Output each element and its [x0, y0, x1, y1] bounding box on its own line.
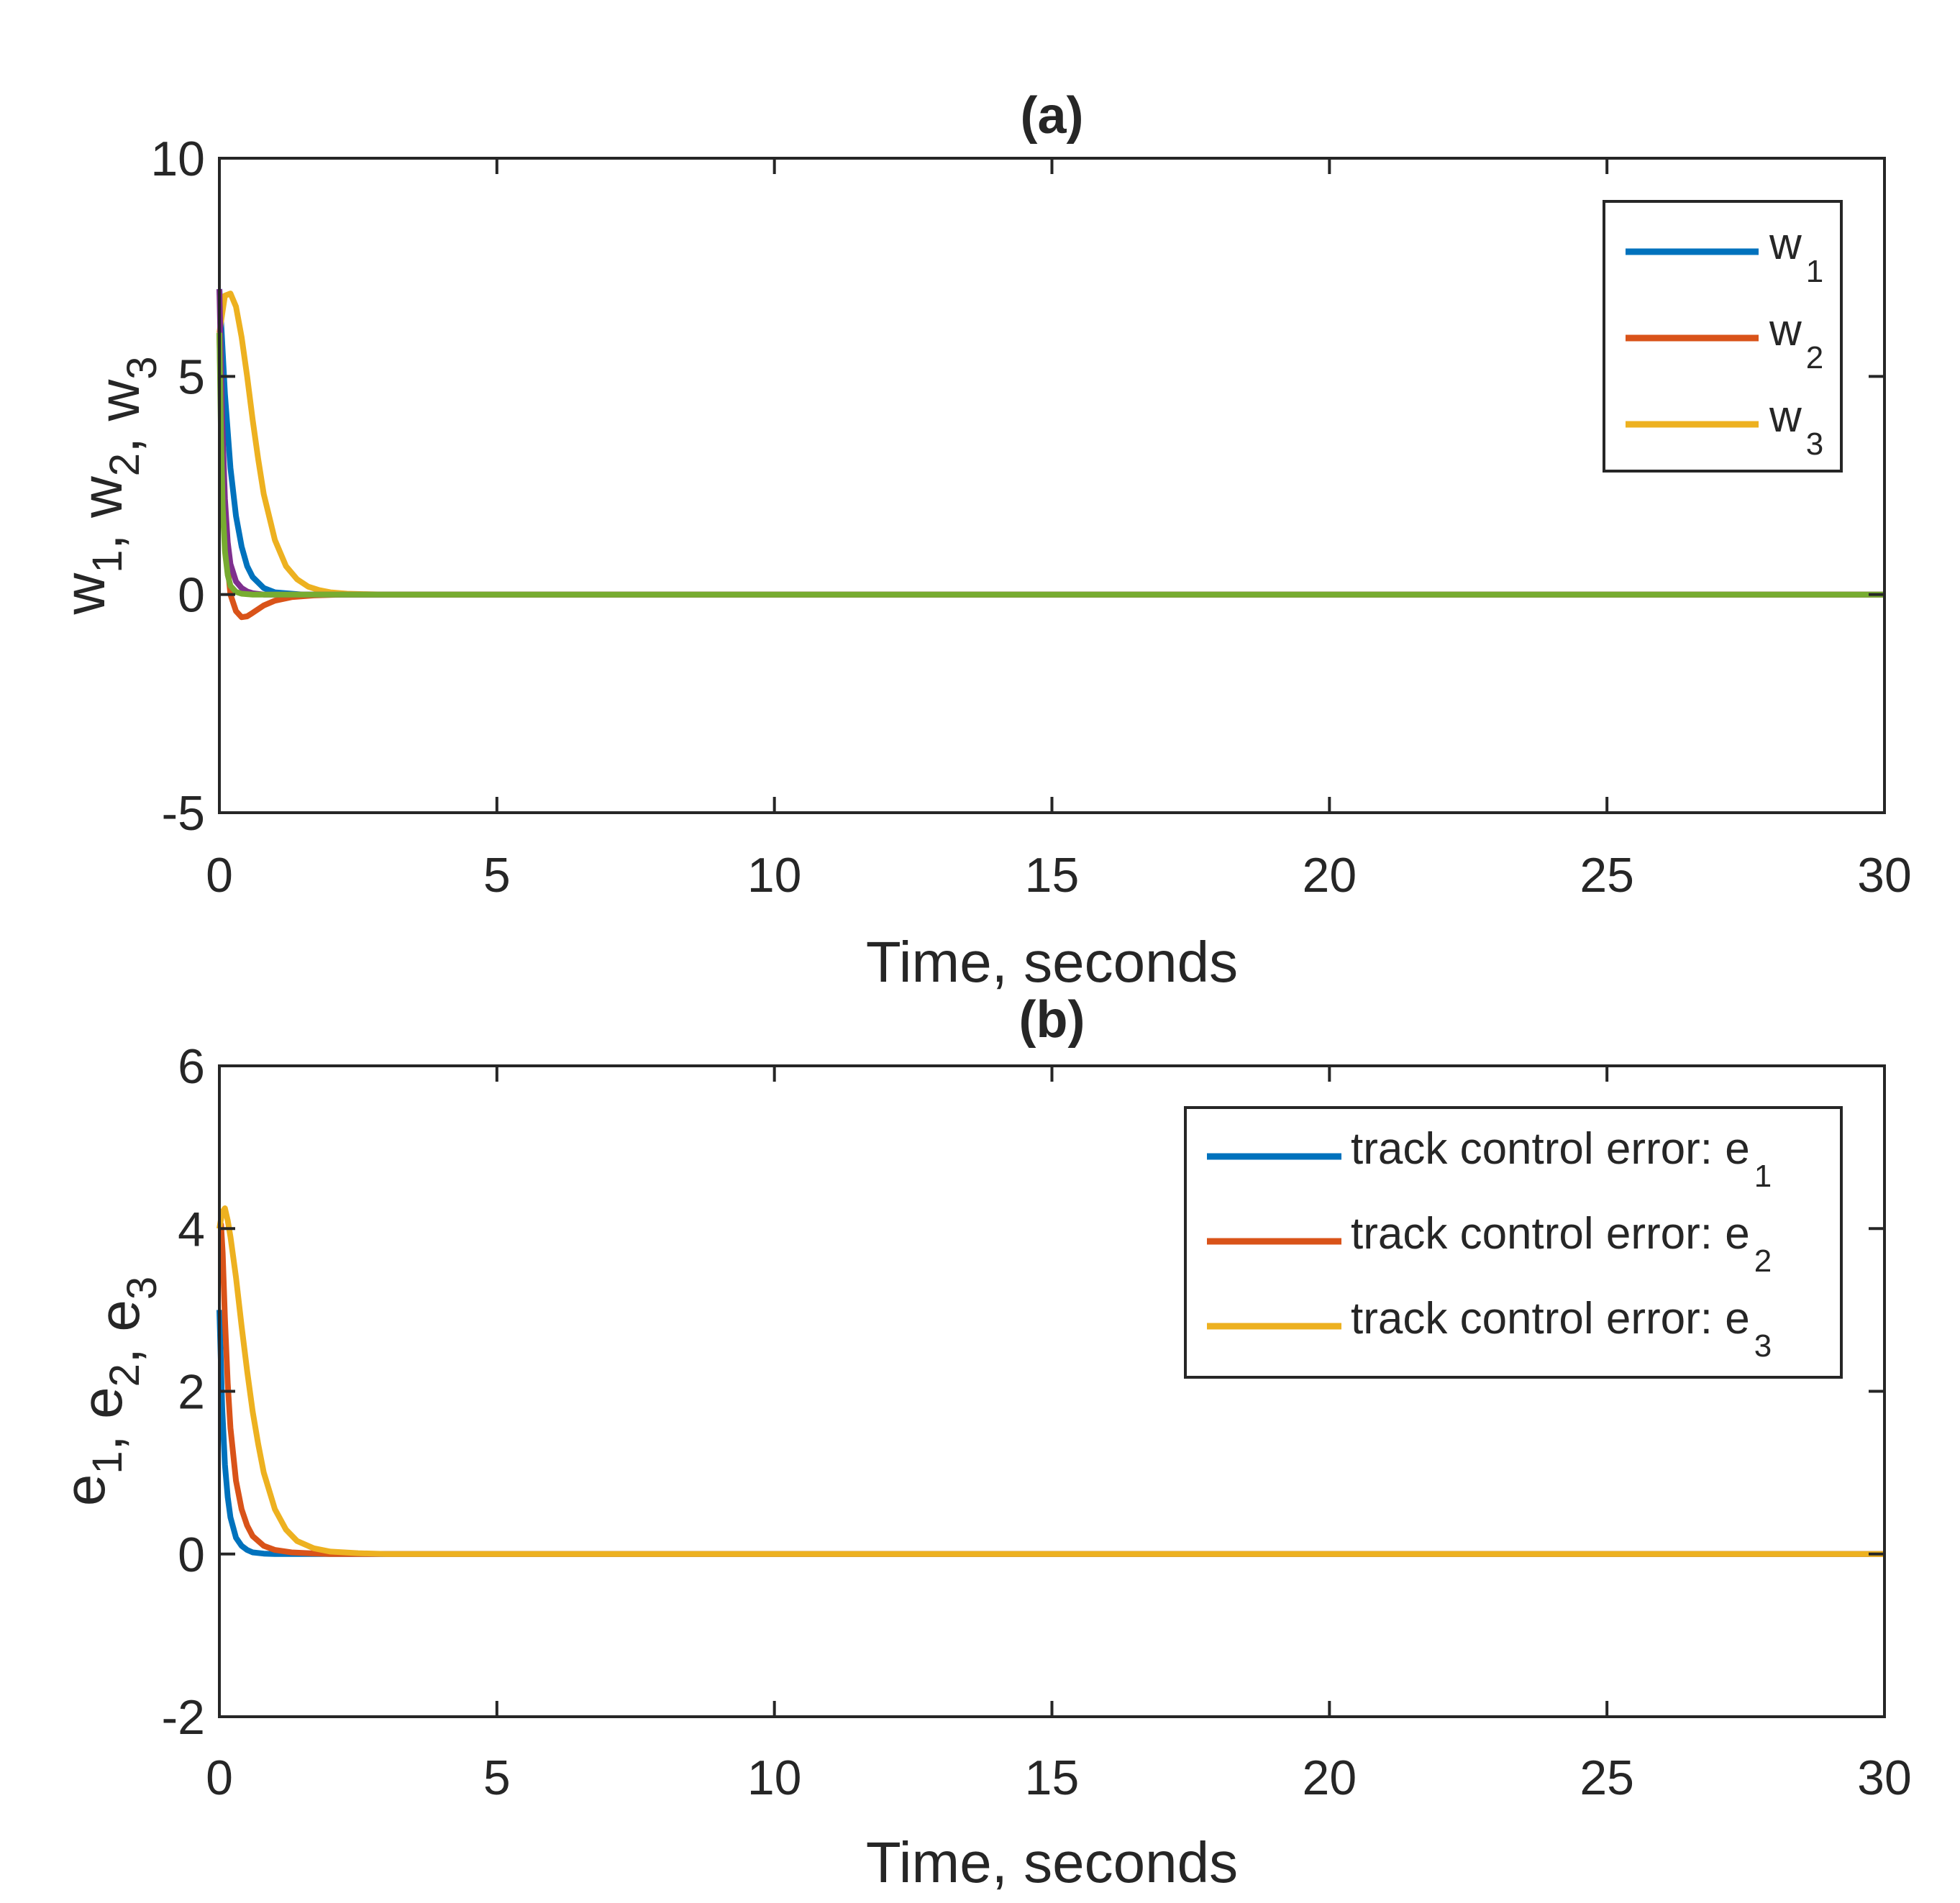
x-tick-label: 25 — [1580, 1751, 1634, 1805]
series-line-track-control-error-e2 — [216, 1221, 1884, 1557]
y-tick-label: 4 — [178, 1202, 205, 1256]
y-tick-label: 10 — [150, 132, 205, 186]
legend-label: w3 — [1769, 392, 1823, 462]
y-tick-label: 5 — [178, 350, 205, 404]
x-axis-label: Time, seconds — [866, 930, 1238, 994]
chart-title: (a) — [1021, 87, 1084, 145]
x-tick-label: 20 — [1303, 1751, 1357, 1805]
series-line-track-control-error-e1 — [216, 1310, 1884, 1557]
x-tick-label: 5 — [483, 1751, 511, 1805]
y-tick-label: -2 — [162, 1690, 205, 1745]
x-tick-label: 20 — [1303, 848, 1357, 903]
legend-label: w2 — [1769, 306, 1823, 375]
legend-label: track control error: e2 — [1351, 1209, 1772, 1279]
legend-label: w1 — [1769, 219, 1823, 289]
x-tick-label: 30 — [1857, 1751, 1912, 1805]
x-tick-label: 0 — [206, 1751, 233, 1805]
x-axis-label: Time, seconds — [866, 1830, 1238, 1894]
x-tick-label: 25 — [1580, 848, 1634, 903]
x-tick-label: 30 — [1857, 848, 1912, 903]
x-tick-label: 10 — [747, 1751, 802, 1805]
x-tick-label: 10 — [747, 848, 802, 903]
x-tick-label: 0 — [206, 848, 233, 903]
legend-label: track control error: e3 — [1351, 1294, 1772, 1364]
legend-label: track control error: e1 — [1351, 1124, 1772, 1194]
series-line-track-control-error-e3 — [216, 1205, 1884, 1557]
series-line-extra-4 — [216, 332, 1884, 598]
x-tick-label: 15 — [1025, 1751, 1080, 1805]
y-tick-label: 2 — [178, 1365, 205, 1420]
series-group — [216, 1205, 1884, 1557]
x-tick-label: 5 — [483, 848, 511, 903]
y-tick-label: 0 — [178, 1528, 205, 1582]
y-axis-label: e1, e2, e3 — [53, 1277, 165, 1506]
legend: track control error: e1 track control err… — [1184, 1106, 1843, 1379]
y-tick-label: -5 — [162, 786, 205, 841]
y-tick-label: 0 — [178, 568, 205, 623]
series-group — [216, 288, 1884, 621]
y-axis-label: w1, w2, w3 — [53, 356, 165, 615]
chart-title: (b) — [1019, 991, 1085, 1049]
y-tick-label: 6 — [178, 1039, 205, 1094]
x-tick-label: 15 — [1025, 848, 1080, 903]
legend: w1 w2 w3 — [1603, 200, 1843, 473]
